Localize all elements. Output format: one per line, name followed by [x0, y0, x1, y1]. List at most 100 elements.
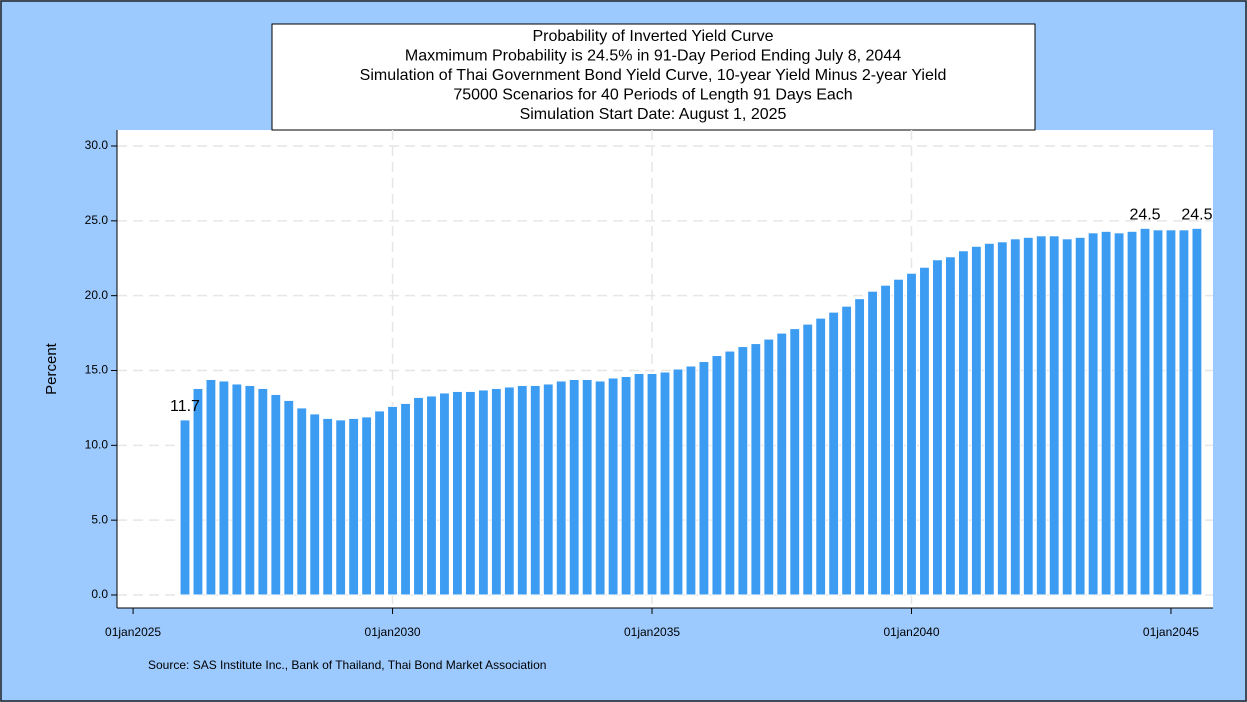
bar [322, 417, 334, 596]
bar [1126, 230, 1138, 596]
bar [283, 399, 295, 596]
x-tick-label: 01jan2045 [1143, 625, 1199, 639]
plot: Probability of Inverted Yield Curve Maxmi… [85, 28, 1213, 639]
bar [957, 250, 969, 596]
bar [244, 384, 256, 596]
bar [218, 380, 230, 596]
bar [867, 290, 879, 596]
bar [1113, 232, 1125, 596]
bar [854, 298, 866, 596]
x-tick-label: 01jan2035 [624, 625, 680, 639]
bar [348, 417, 360, 596]
bar [711, 355, 723, 596]
bar [944, 256, 956, 596]
bar [996, 241, 1008, 596]
bar [750, 343, 762, 596]
bar [594, 380, 606, 596]
x-tick-label: 01jan2040 [883, 625, 939, 639]
bar [257, 387, 269, 596]
bar [464, 390, 476, 596]
bar [1009, 238, 1021, 596]
bar [1139, 227, 1151, 596]
chart-title: Probability of Inverted Yield Curve [532, 28, 773, 45]
bar [1087, 232, 1099, 596]
bar [1165, 229, 1177, 596]
bar [179, 419, 191, 596]
bar [192, 387, 204, 596]
chart-title: Simulation Start Date: August 1, 2025 [520, 106, 787, 123]
bar [387, 405, 398, 596]
y-axis-label: Percent [43, 342, 60, 395]
bar [529, 384, 541, 596]
bar [906, 272, 917, 596]
bar [309, 413, 321, 596]
bar [789, 328, 801, 596]
bar [919, 266, 930, 596]
bar [231, 383, 243, 596]
chart-title: Simulation of Thai Government Bond Yield… [360, 67, 947, 84]
bar [426, 395, 437, 596]
bar [646, 372, 658, 596]
bar [1061, 238, 1073, 596]
bar [1100, 230, 1112, 596]
x-tick-label: 01jan2025 [105, 625, 161, 639]
bar [737, 346, 749, 596]
bar [620, 375, 632, 596]
bar [685, 365, 697, 596]
bar [970, 245, 982, 596]
bar [490, 387, 502, 596]
bar [672, 368, 684, 596]
bar [776, 332, 788, 596]
bar [568, 378, 580, 596]
y-tick-label: 10.0 [85, 437, 109, 451]
bar [335, 419, 347, 596]
bar [932, 259, 943, 596]
bar [1191, 227, 1203, 596]
source-note: Source: SAS Institute Inc., Bank of Thai… [148, 658, 546, 672]
bar [607, 377, 619, 596]
bar [698, 361, 710, 596]
bar [659, 371, 671, 596]
bar [270, 393, 282, 596]
y-tick-label: 15.0 [85, 363, 109, 377]
chart-title: Maxmimum Probability is 24.5% in 91-Day … [405, 48, 901, 65]
bar [1074, 236, 1086, 596]
bar [1048, 235, 1060, 596]
bar [477, 389, 489, 596]
bar [400, 402, 411, 596]
bar [413, 396, 424, 596]
bar [763, 338, 775, 596]
data-label: 24.5 [1129, 207, 1160, 224]
bar [581, 378, 593, 596]
bar [841, 305, 853, 596]
bar [439, 392, 450, 596]
y-tick-label: 0.0 [91, 587, 108, 601]
bar [374, 410, 386, 596]
bar [815, 317, 827, 596]
bar [802, 323, 814, 596]
y-tick-label: 20.0 [85, 288, 109, 302]
bar [1035, 235, 1047, 596]
bar [1152, 229, 1164, 596]
bar [828, 311, 840, 596]
bar [296, 407, 308, 596]
bar [516, 384, 528, 596]
bar [880, 284, 891, 596]
bar [542, 383, 554, 596]
chart-title: 75000 Scenarios for 40 Periods of Length… [453, 87, 852, 104]
bar [633, 372, 645, 596]
bar [893, 278, 904, 596]
bar [205, 378, 217, 596]
bar [503, 386, 515, 596]
bar [361, 416, 373, 596]
bar [724, 350, 736, 596]
bar [555, 380, 567, 596]
bar [1022, 236, 1034, 596]
bar [451, 390, 463, 596]
data-label: 11.7 [170, 398, 200, 415]
data-label: 24.5 [1181, 207, 1212, 224]
bar [983, 242, 995, 596]
bar [1178, 229, 1190, 596]
title-box [271, 23, 1036, 131]
